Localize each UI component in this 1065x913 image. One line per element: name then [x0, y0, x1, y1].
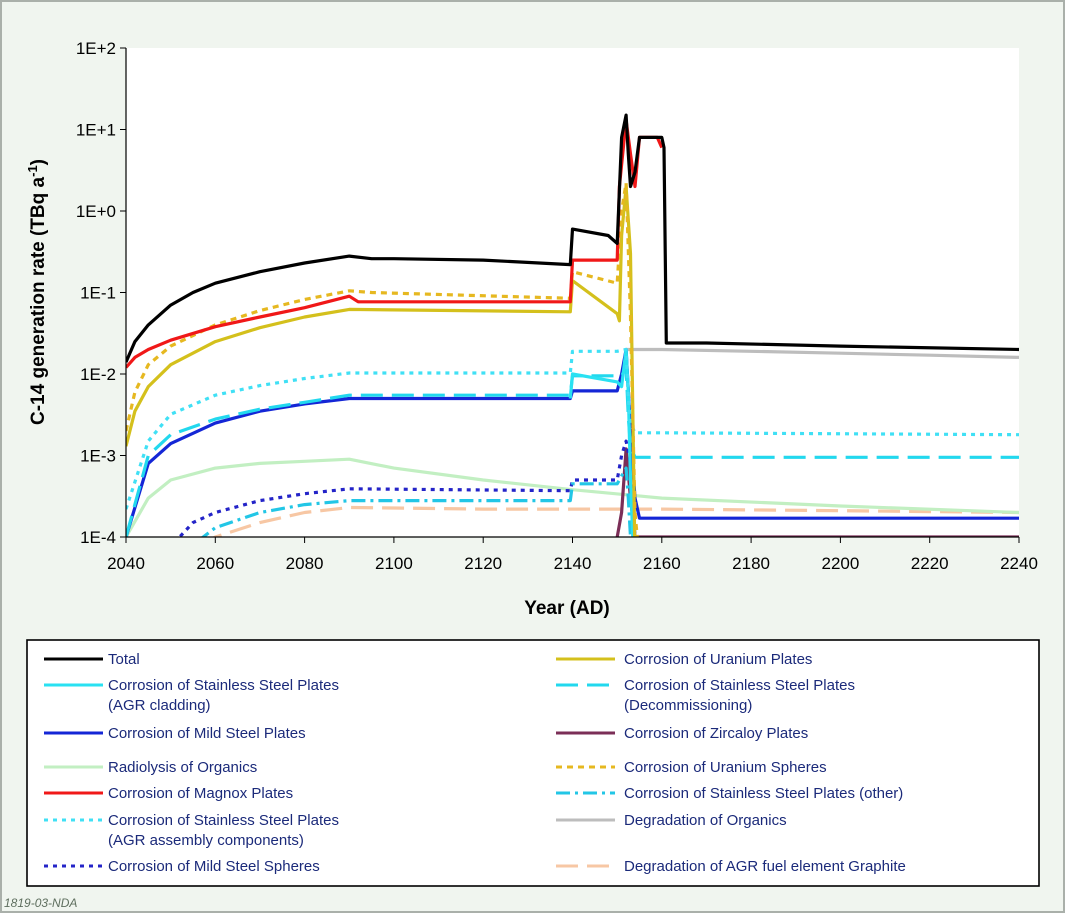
- x-tick-label: 2060: [196, 554, 234, 573]
- x-axis-title: Year (AD): [524, 598, 610, 619]
- legend-label-corrosion-of-stainless-steel-plates-agr-assembly-components: Corrosion of Stainless Steel Plates (AGR …: [108, 812, 339, 849]
- y-tick-label: 1E-3: [80, 447, 116, 466]
- series-line-corrosion-of-magnox-plates: [126, 118, 664, 369]
- y-tick-label: 1E-1: [80, 284, 116, 303]
- doc-id: 1819-03-NDA: [4, 896, 77, 910]
- x-tick-label: 2240: [1000, 554, 1038, 573]
- series-line-total: [126, 113, 1019, 363]
- legend-label-corrosion-of-zircaloy-plates: Corrosion of Zircaloy Plates: [624, 725, 808, 742]
- legend-label-corrosion-of-stainless-steel-plates-agr-cladding: Corrosion of Stainless Steel Plates (AGR …: [108, 677, 339, 714]
- legend-label-corrosion-of-mild-steel-plates: Corrosion of Mild Steel Plates: [108, 725, 306, 742]
- legend-label-corrosion-of-uranium-plates: Corrosion of Uranium Plates: [624, 651, 812, 668]
- y-tick-label: 1E+1: [76, 121, 116, 140]
- series-line-corrosion-of-stainless-steel-plates-other: [200, 466, 633, 537]
- y-tick-layer: 1E-4 1E-3 1E-2 1E-1 1E+0 1E+1 1E+2: [76, 39, 126, 547]
- legend-label-radiolysis-of-organics: Radiolysis of Organics: [108, 759, 257, 776]
- legend-label-corrosion-of-stainless-steel-plates-decommissioning: Corrosion of Stainless Steel Plates (Deco…: [624, 677, 855, 714]
- y-tick-label: 1E+2: [76, 39, 116, 58]
- y-axis-title-sup: -1: [25, 165, 40, 177]
- legend: Total Corrosion of Uranium Plates Corrosio…: [44, 651, 906, 875]
- y-tick-label: 1E-4: [80, 528, 116, 547]
- x-tick-layer: 2040 2060 2080 2100 2120 2140 2160 2180 2200 2220…: [107, 537, 1038, 573]
- legend-box: [26, 639, 1040, 887]
- series-line-degradation-of-organics: [626, 347, 1019, 359]
- series-layer: [126, 113, 1019, 537]
- legend-label-corrosion-of-mild-steel-spheres: Corrosion of Mild Steel Spheres: [108, 858, 320, 875]
- x-tick-label: 2160: [643, 554, 681, 573]
- series-line-degradation-of-agr-fuel-element-graphite: [212, 505, 1019, 537]
- x-tick-label: 2080: [286, 554, 324, 573]
- legend-label-corrosion-of-stainless-steel-plates-other: Corrosion of Stainless Steel Plates (oth…: [624, 785, 903, 802]
- x-tick-label: 2040: [107, 554, 145, 573]
- y-axis-title-end: ): [28, 159, 49, 165]
- y-tick-label: 1E+0: [76, 202, 116, 221]
- series-line-radiolysis-of-organics: [126, 457, 1019, 537]
- legend-label-corrosion-of-magnox-plates: Corrosion of Magnox Plates: [108, 785, 293, 802]
- x-tick-label: 2200: [821, 554, 859, 573]
- x-tick-label: 2140: [554, 554, 592, 573]
- series-line-corrosion-of-uranium-spheres: [126, 181, 639, 537]
- legend-label-total: Total: [108, 651, 140, 668]
- y-tick-label: 1E-2: [80, 365, 116, 384]
- x-tick-label: 2100: [375, 554, 413, 573]
- x-tick-label: 2180: [732, 554, 770, 573]
- y-axis-title: C-14 generation rate (TBq a-1): [25, 159, 49, 425]
- legend-label-corrosion-of-uranium-spheres: Corrosion of Uranium Spheres: [624, 759, 827, 776]
- y-axis-title-main: C-14 generation rate (TBq a: [28, 176, 49, 425]
- x-tick-label: 2220: [911, 554, 949, 573]
- x-tick-label: 2120: [464, 554, 502, 573]
- legend-label-degradation-of-organics: Degradation of Organics: [624, 812, 787, 829]
- legend-label-degradation-of-agr-fuel-element-graphite: Degradation of AGR fuel element Graphite: [624, 858, 906, 875]
